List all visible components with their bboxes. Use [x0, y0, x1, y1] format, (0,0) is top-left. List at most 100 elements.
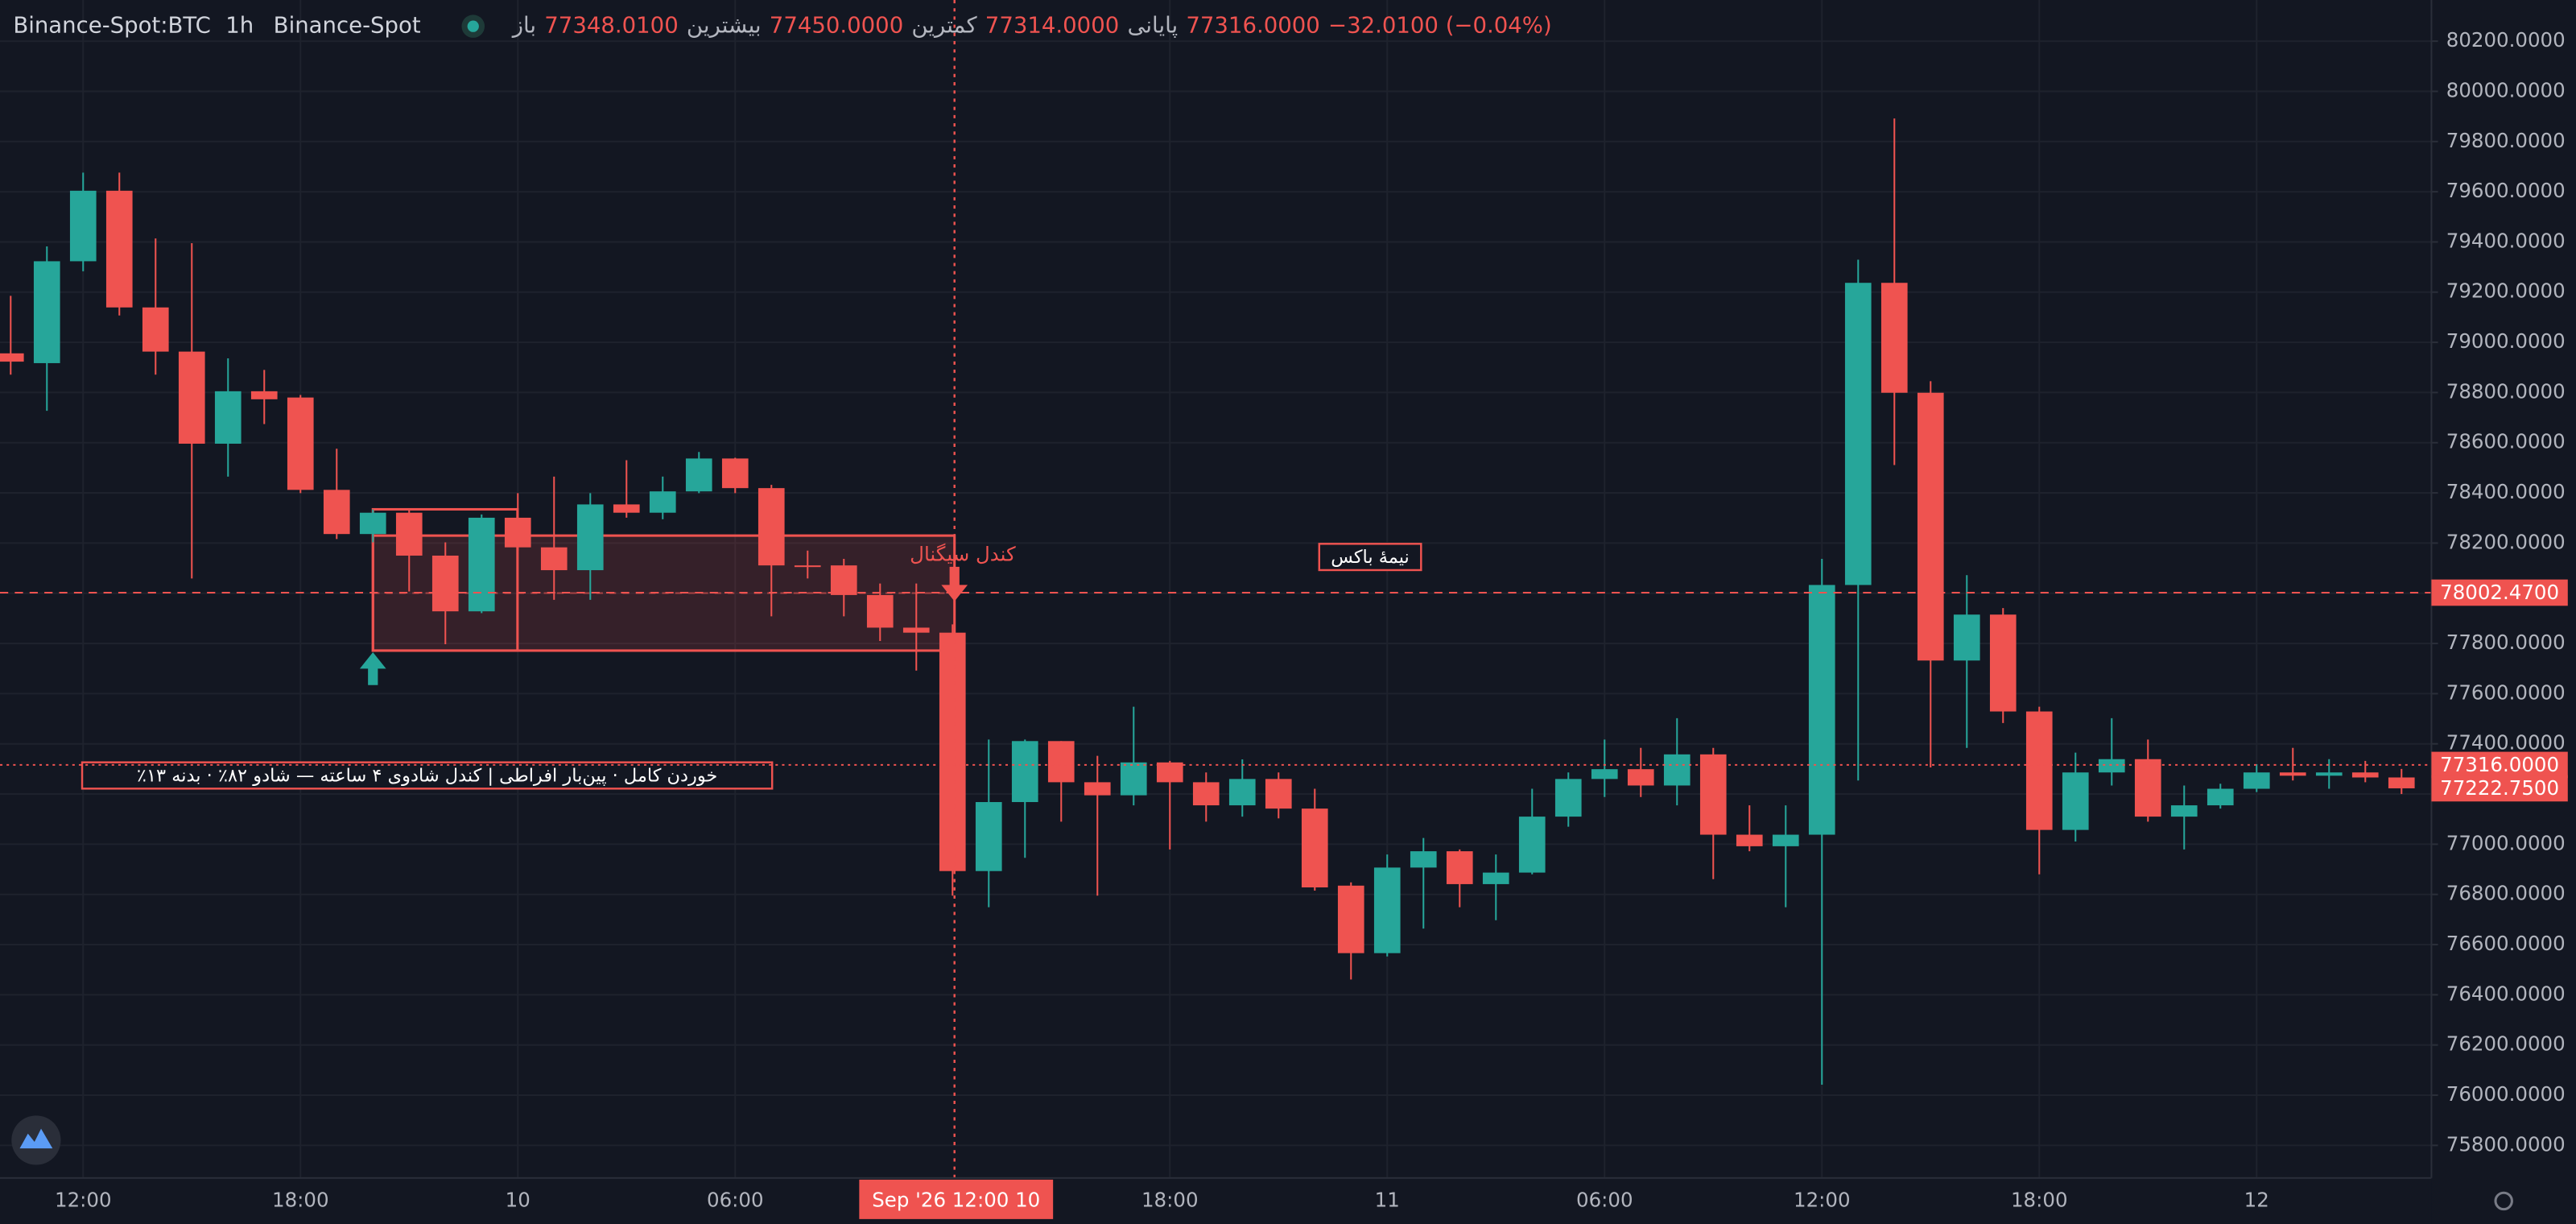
x-tick-label: 18:00 [1141, 1188, 1199, 1211]
note-frame [80, 761, 774, 790]
ohlc-label: کمترین [911, 13, 977, 39]
header: Binance-Spot:BTC 1h Binance-Spot باز 77348.0… [13, 13, 1551, 39]
y-tick-label: 78600.0000 [2446, 430, 2566, 453]
half-box-frame [1318, 543, 1422, 572]
ohlc-value: 77316.0000 [1186, 13, 1319, 39]
candle-body [1989, 614, 2017, 712]
price-tag-label: 78002.4700 [2440, 581, 2559, 604]
price-axis-bg [2431, 0, 2576, 1224]
candle-body [721, 458, 749, 489]
candle-body [2351, 772, 2379, 778]
candle-body [1663, 754, 1690, 786]
candle-body [0, 353, 24, 362]
candle-body [2279, 772, 2306, 776]
y-tick-label: 79800.0000 [2446, 129, 2566, 152]
candle-body [1120, 762, 1147, 796]
candle-body [178, 351, 205, 444]
interval: 1h [225, 13, 254, 39]
candle-body [2207, 788, 2234, 806]
candle-body [1772, 834, 1799, 846]
axes: 75800.0000 76000.0000 76200.0000 76400.0000… [55, 28, 2568, 1211]
y-tick-label: 77800.0000 [2446, 631, 2566, 654]
time-axis-bg [0, 1177, 2432, 1224]
candle-body [2025, 711, 2053, 830]
candle-body [1627, 769, 1654, 786]
candle-body [1265, 779, 1292, 809]
candle-body [1192, 782, 1220, 806]
ohlc-label: بیشترین [687, 13, 762, 39]
y-tick-label: 77400.0000 [2446, 731, 2566, 755]
candle-body [613, 504, 640, 513]
candle-body [214, 391, 242, 444]
candle-body [105, 190, 133, 308]
y-tick-label: 78200.0000 [2446, 530, 2566, 553]
y-tick-label: 77600.0000 [2446, 680, 2566, 704]
y-tick-label: 79200.0000 [2446, 279, 2566, 303]
candle-body [1047, 741, 1075, 783]
candle-body [975, 802, 1002, 871]
candle-body [69, 190, 97, 262]
price-tag-label: 77222.7500 [2440, 776, 2559, 800]
ohlc-value: 77450.0000 [770, 13, 903, 39]
candle-body [540, 547, 568, 571]
y-tick-label: 79400.0000 [2446, 229, 2566, 252]
candle-body [2170, 805, 2198, 817]
candle-body [431, 555, 459, 612]
candle-body [250, 391, 278, 399]
exchange: Binance-Spot [274, 13, 421, 39]
y-tick-label: 76000.0000 [2446, 1082, 2566, 1106]
candle-body [1011, 741, 1038, 803]
candle-body [939, 632, 966, 871]
candle-body [830, 565, 857, 595]
candle-body [395, 512, 423, 556]
candles [0, 118, 2415, 1085]
inner-box [371, 507, 519, 652]
price-tag-label: 77316.0000 [2440, 753, 2559, 776]
x-tick-label: 10 [506, 1188, 530, 1211]
ohlc-label: پایانی [1127, 13, 1178, 39]
note-label: خوردن کامل · پین‌بار افراطی | کندل شادوی… [137, 766, 717, 787]
candle-body [1337, 885, 1364, 953]
crosshair-time-tag [859, 1179, 1054, 1219]
candle-body [1736, 834, 1763, 846]
candle-body [2315, 772, 2343, 776]
candle-body [1591, 769, 1618, 779]
y-tick-label: 76800.0000 [2446, 882, 2566, 905]
candle-body [287, 397, 314, 490]
candle-body [2062, 772, 2089, 830]
price-tag [2431, 579, 2568, 606]
candle-body [576, 504, 604, 571]
candle-body [323, 490, 350, 535]
candle-body [902, 627, 930, 633]
y-tick-label: 77000.0000 [2446, 831, 2566, 854]
y-tick-label: 80200.0000 [2446, 28, 2566, 52]
x-tick-label: 12:00 [55, 1188, 112, 1211]
y-tick-label: 75800.0000 [2446, 1132, 2566, 1156]
candle-body [1808, 585, 1835, 835]
x-tick-label: 12 [2244, 1188, 2269, 1211]
y-tick-label: 76400.0000 [2446, 982, 2566, 1005]
x-tick-label: 06:00 [1576, 1188, 1633, 1211]
candle-body [1446, 851, 1473, 884]
half-box-label: نیمهٔ باکس [1331, 547, 1410, 568]
candle-body [2134, 759, 2161, 817]
price-tag [2431, 751, 2568, 779]
candle-body [1482, 872, 1509, 884]
candle-body [1084, 782, 1111, 796]
x-tick-label: 11 [1375, 1188, 1400, 1211]
signal-label: کندل سیگنال [910, 543, 1016, 566]
price-tag [2431, 775, 2568, 802]
y-tick-label: 80000.0000 [2446, 78, 2566, 101]
status-dot [467, 20, 479, 32]
x-tick-label: 12:00 [1794, 1188, 1851, 1211]
candle-body [1699, 754, 1727, 835]
settings-icon[interactable] [2494, 1191, 2513, 1211]
candle-body [2098, 759, 2125, 773]
up-arrow [359, 651, 386, 685]
candle-body [1228, 779, 1256, 806]
change: −32.0100 (−0.04%) [1328, 13, 1552, 39]
candle-body [2388, 777, 2415, 788]
candle-body [794, 565, 821, 568]
crosshair-time-label: Sep '26 12:00 10 [872, 1188, 1040, 1211]
